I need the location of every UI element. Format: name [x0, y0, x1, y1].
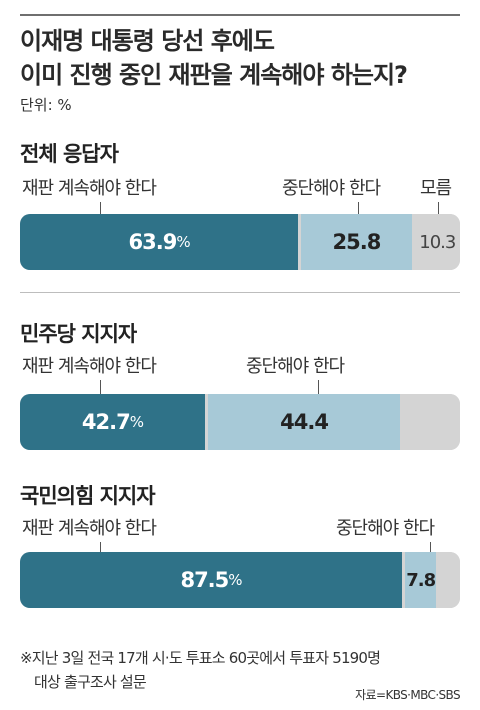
- value-label: 63.9: [128, 230, 178, 254]
- value-label: 7.8: [406, 569, 436, 591]
- group-title: 민주당 지지자: [20, 322, 137, 346]
- source-label: 자료=KBS·MBC·SBS: [355, 688, 460, 702]
- bar-segment-continue: 87.5%: [20, 552, 402, 608]
- label-tick: [358, 202, 359, 214]
- bar-segment-stop: 7.8: [405, 552, 437, 608]
- series-label: 중단해야 한다: [282, 178, 381, 199]
- chart-title-line-2: 이미 진행 중인 재판을 계속해야 하는지?: [20, 61, 408, 89]
- value-label: 25.8: [332, 230, 382, 254]
- stacked-bar: 42.7% 44.4: [20, 394, 460, 450]
- label-tick: [318, 380, 319, 394]
- footnote-line-1: ※지난 3일 전국 17개 시·도 투표소 60곳에서 투표자 5190명: [20, 649, 381, 667]
- bar-segment-remainder: [439, 552, 460, 608]
- value-label: 10.3: [419, 231, 456, 253]
- percent-sign: %: [228, 571, 242, 589]
- bar-segment-unknown: 10.3: [414, 214, 460, 270]
- label-tick: [100, 380, 101, 394]
- unit-label: 단위: %: [20, 96, 72, 114]
- section-divider: [20, 292, 460, 293]
- series-label: 중단해야 한다: [336, 518, 435, 539]
- value-label: 87.5: [180, 568, 229, 592]
- value-label: 44.4: [280, 410, 329, 434]
- chart-title-line-1: 이재명 대통령 당선 후에도: [20, 27, 275, 55]
- bar-segment-stop: 25.8: [301, 214, 412, 270]
- bar-segment-stop: 44.4: [207, 394, 401, 450]
- footnote-line-2: 대상 출구조사 설문: [34, 673, 147, 691]
- stacked-bar: 87.5% 7.8: [20, 552, 460, 608]
- label-tick: [438, 202, 439, 214]
- series-label: 재판 계속해야 한다: [22, 178, 157, 199]
- series-label: 재판 계속해야 한다: [22, 518, 157, 539]
- percent-sign: %: [129, 413, 144, 431]
- top-rule: [20, 14, 460, 16]
- group-title: 전체 응답자: [20, 142, 119, 166]
- series-label: 중단해야 한다: [246, 356, 345, 377]
- series-label: 모름: [420, 178, 452, 199]
- label-tick: [100, 542, 101, 552]
- stacked-bar: 63.9% 25.8 10.3: [20, 214, 460, 270]
- bar-segment-remainder: [403, 394, 460, 450]
- bar-segment-continue: 63.9%: [20, 214, 299, 270]
- label-tick: [100, 202, 101, 214]
- series-label: 재판 계속해야 한다: [22, 356, 157, 377]
- bar-segment-continue: 42.7%: [20, 394, 205, 450]
- value-label: 42.7: [81, 410, 131, 434]
- percent-sign: %: [176, 233, 190, 251]
- label-tick: [430, 542, 431, 552]
- group-title: 국민의힘 지지자: [20, 484, 156, 508]
